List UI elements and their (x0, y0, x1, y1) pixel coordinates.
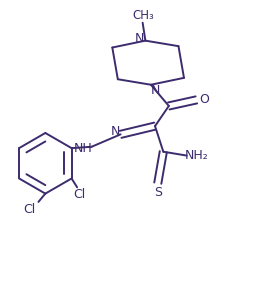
Text: Cl: Cl (24, 203, 36, 216)
Text: CH₃: CH₃ (132, 9, 154, 22)
Text: O: O (200, 93, 210, 106)
Text: Cl: Cl (74, 188, 86, 202)
Text: NH₂: NH₂ (185, 149, 209, 162)
Text: NH: NH (74, 142, 93, 155)
Text: N: N (111, 124, 120, 138)
Text: S: S (154, 186, 162, 199)
Text: N: N (150, 84, 160, 97)
Text: N: N (135, 32, 144, 45)
